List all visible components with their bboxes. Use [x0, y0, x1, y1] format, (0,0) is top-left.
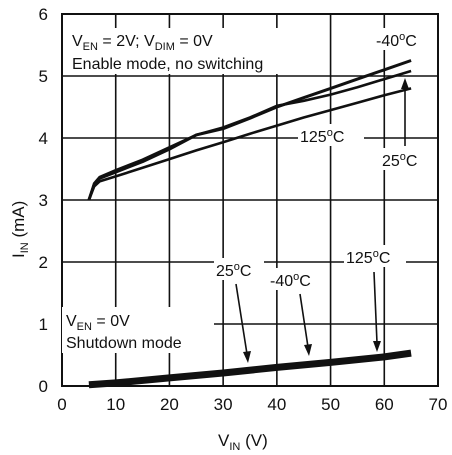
- label-bg-25-mid: [380, 148, 430, 170]
- x-tick-label: 60: [375, 395, 394, 414]
- label-bg-125-low: [344, 245, 406, 267]
- label-bg-25-low: [214, 258, 264, 280]
- series-25-enable: [87, 69, 412, 201]
- temp-label-minus40-enable: -40oC: [376, 31, 417, 50]
- series-shutdown: [88, 349, 412, 389]
- x-axis-label: VIN (V): [218, 431, 268, 453]
- label-bg-m40-low: [268, 268, 328, 290]
- y-tick-label: 4: [39, 129, 48, 148]
- temp-label-25-enable: 25oC: [382, 151, 417, 170]
- y-tick-label: 5: [39, 67, 48, 86]
- arrow-25-shutdown-shaft: [235, 283, 248, 355]
- enable-condition-label: VEN = 2V; VDIM = 0V: [72, 33, 213, 53]
- arrow-minus40-shutdown-head: [304, 344, 312, 356]
- temp-label-minus40-shutdown: -40oC: [270, 271, 311, 290]
- x-tick-label: 30: [214, 395, 233, 414]
- series-125-enable: [87, 87, 412, 201]
- x-tick-label: 0: [57, 395, 66, 414]
- temp-label-25-shutdown: 25oC: [216, 261, 251, 280]
- enable-label-bg: [68, 28, 320, 74]
- y-tick-label: 1: [39, 315, 48, 334]
- tick-labels: 0 10 20 30 40 50 60 70 0 1 2 3 4 5 6: [39, 5, 448, 414]
- y-axis-label: IIN (mA): [9, 201, 31, 258]
- arrow-125-shutdown-shaft: [373, 271, 378, 344]
- y-tick-label: 0: [39, 377, 48, 396]
- label-bg-m40-top: [374, 28, 434, 50]
- x-tick-label: 10: [106, 395, 125, 414]
- enable-mode-label: Enable mode, no switching: [72, 56, 263, 73]
- y-tick-label: 3: [39, 191, 48, 210]
- series-lines: [87, 59, 412, 389]
- temp-label-125-shutdown: 125oC: [346, 248, 390, 267]
- arrow-25-enable-head: [401, 78, 409, 89]
- label-bg-125-mid: [298, 124, 364, 146]
- y-tick-label: 2: [39, 253, 48, 272]
- x-tick-label: 40: [267, 395, 286, 414]
- x-tick-label: 20: [160, 395, 179, 414]
- shutdown-condition-label: VEN = 0V: [66, 313, 130, 333]
- y-tick-label: 6: [39, 5, 48, 24]
- arrow-minus40-shutdown-shaft: [299, 293, 309, 348]
- x-tick-label: 50: [321, 395, 340, 414]
- shutdown-label-bg: [62, 307, 214, 353]
- arrow-125-shutdown-head: [373, 341, 381, 352]
- shutdown-mode-label: Shutdown mode: [66, 335, 182, 352]
- x-tick-label: 70: [429, 395, 448, 414]
- plot-frame: [61, 13, 439, 387]
- temp-label-125-enable: 125oC: [300, 127, 344, 146]
- arrow-25-shutdown-head: [243, 351, 251, 363]
